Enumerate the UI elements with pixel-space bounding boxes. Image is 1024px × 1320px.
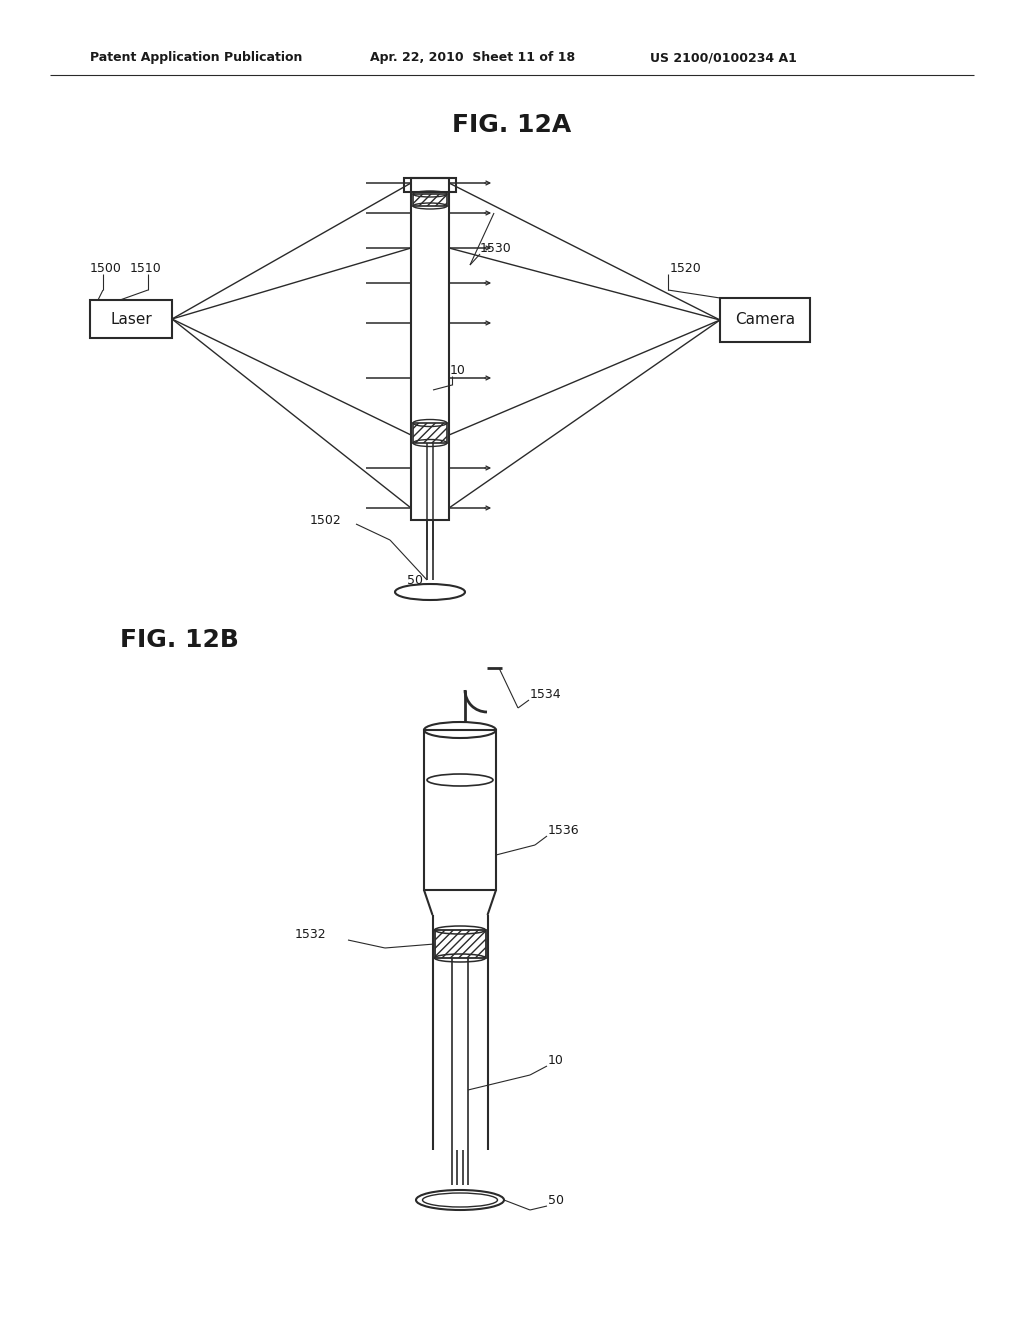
Text: 1510: 1510 [130, 261, 162, 275]
Text: 1534: 1534 [530, 689, 561, 701]
Bar [720, 298, 810, 342]
Text: Patent Application Publication: Patent Application Publication [90, 51, 302, 65]
Text: Laser: Laser [111, 312, 152, 326]
Text: 50: 50 [548, 1193, 564, 1206]
Bar [90, 300, 172, 338]
Text: 10: 10 [450, 363, 466, 376]
Bar [434, 931, 485, 958]
Bar [413, 422, 447, 444]
Text: FIG. 12A: FIG. 12A [453, 114, 571, 137]
Text: 1502: 1502 [310, 513, 342, 527]
Text: 1520: 1520 [670, 261, 701, 275]
Bar [404, 178, 456, 191]
Text: FIG. 12B: FIG. 12B [120, 628, 239, 652]
Text: 50: 50 [407, 573, 423, 586]
Bar [413, 194, 447, 206]
Text: 1530: 1530 [480, 242, 512, 255]
Text: 10: 10 [548, 1053, 564, 1067]
Bar [424, 730, 496, 890]
Text: 1536: 1536 [548, 824, 580, 837]
Text: Camera: Camera [735, 313, 795, 327]
Text: Apr. 22, 2010  Sheet 11 of 18: Apr. 22, 2010 Sheet 11 of 18 [370, 51, 575, 65]
Text: 1500: 1500 [90, 261, 122, 275]
Text: US 2100/0100234 A1: US 2100/0100234 A1 [650, 51, 797, 65]
Bar [411, 178, 449, 520]
Text: 1532: 1532 [295, 928, 327, 941]
